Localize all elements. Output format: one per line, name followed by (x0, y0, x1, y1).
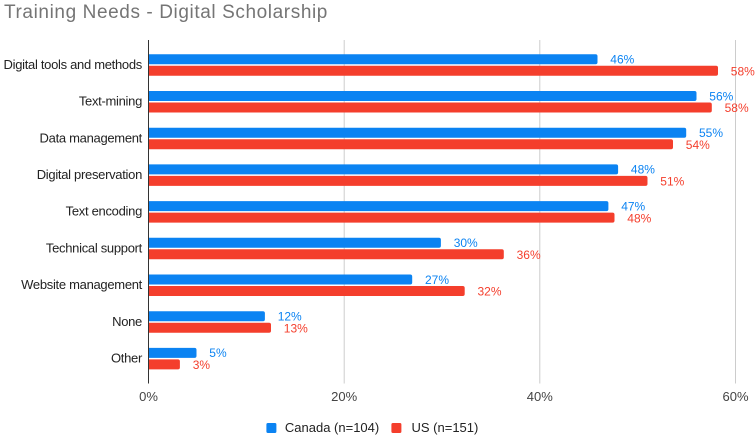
svg-text:None: None (112, 314, 142, 329)
svg-text:Training Needs - Digital Schol: Training Needs - Digital Scholarship (4, 2, 328, 23)
svg-text:51%: 51% (660, 175, 684, 189)
svg-text:0%: 0% (139, 389, 158, 404)
svg-text:48%: 48% (627, 211, 651, 225)
svg-text:56%: 56% (709, 89, 733, 103)
svg-text:Digital preservation: Digital preservation (37, 167, 142, 182)
svg-text:13%: 13% (284, 321, 308, 335)
svg-text:46%: 46% (610, 53, 634, 67)
svg-text:54%: 54% (686, 138, 710, 152)
svg-text:20%: 20% (331, 389, 357, 404)
svg-text:32%: 32% (478, 285, 502, 299)
svg-text:Website management: Website management (21, 277, 143, 292)
svg-text:Canada (n=104): Canada (n=104) (285, 420, 379, 435)
svg-text:3%: 3% (193, 358, 211, 372)
svg-text:55%: 55% (699, 126, 723, 140)
svg-text:58%: 58% (731, 65, 755, 79)
svg-text:27%: 27% (425, 273, 449, 287)
svg-text:40%: 40% (527, 389, 553, 404)
svg-text:Text encoding: Text encoding (66, 204, 142, 219)
svg-text:Digital tools and methods: Digital tools and methods (4, 57, 143, 72)
svg-text:Data management: Data management (40, 130, 143, 145)
svg-text:Other: Other (111, 351, 143, 366)
svg-text:47%: 47% (621, 199, 645, 213)
svg-text:30%: 30% (454, 236, 478, 250)
svg-text:36%: 36% (517, 248, 541, 262)
svg-text:Technical support: Technical support (46, 240, 143, 255)
svg-text:5%: 5% (209, 346, 227, 360)
svg-text:60%: 60% (722, 389, 748, 404)
svg-text:48%: 48% (631, 163, 655, 177)
svg-text:58%: 58% (725, 101, 749, 115)
svg-text:US (n=151): US (n=151) (412, 420, 479, 435)
svg-text:12%: 12% (278, 310, 302, 324)
svg-text:Text-mining: Text-mining (79, 94, 142, 109)
